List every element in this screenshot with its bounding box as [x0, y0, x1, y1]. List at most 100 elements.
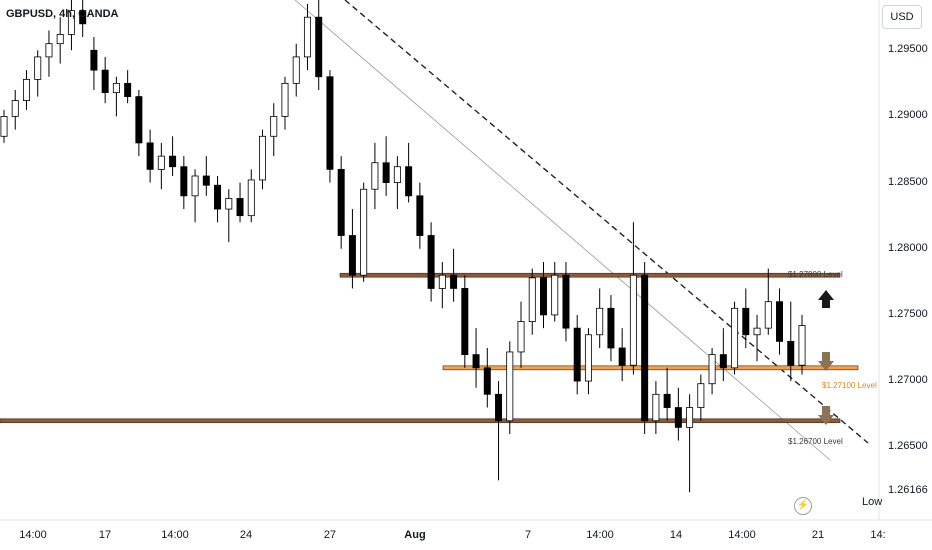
level-line — [339, 272, 841, 278]
price-tick-label: 1.26166 — [888, 484, 928, 497]
candle-body — [225, 198, 233, 210]
candle-body — [56, 34, 64, 45]
candle-body — [641, 274, 649, 422]
candle-body — [562, 274, 570, 329]
level-label-3: $1.26700 Level — [788, 437, 843, 446]
candle-body — [236, 198, 244, 217]
candle-body — [798, 325, 806, 366]
candle-body — [270, 116, 278, 137]
candle-body — [731, 307, 739, 369]
candle-body — [540, 277, 547, 316]
candle-body — [112, 82, 120, 94]
price-tick-label: 1.27000 — [888, 374, 928, 387]
candle-body — [517, 321, 525, 353]
arrows — [818, 290, 834, 425]
candle-body — [742, 307, 750, 336]
candle-body — [551, 274, 559, 316]
candles — [0, 0, 806, 493]
candle-body — [652, 393, 660, 422]
time-tick-label: Aug — [404, 529, 426, 541]
candle-body — [674, 407, 682, 428]
candle-body — [450, 274, 458, 289]
price-tick-label: 1.26500 — [888, 440, 928, 453]
candle-body — [461, 288, 469, 356]
candle-body — [214, 184, 222, 210]
candle-body — [596, 307, 604, 336]
time-tick-label: 14:00 — [728, 529, 756, 541]
candle-body — [146, 142, 154, 170]
level-label-2: $1.27100 Level — [822, 381, 877, 390]
candle-body — [719, 354, 727, 369]
candle-body — [697, 383, 705, 408]
level-label-1: $1.27800 Level — [788, 270, 843, 279]
level-line — [442, 365, 859, 371]
candle-body — [686, 407, 694, 428]
candle-body — [427, 235, 435, 289]
up-arrow-icon — [818, 290, 834, 308]
candle-body — [382, 162, 390, 183]
candle-body — [281, 82, 289, 117]
price-tick-label: 1.29500 — [888, 43, 928, 56]
candle-body — [11, 100, 19, 117]
time-tick-label: 14: — [870, 529, 886, 541]
price-tick-label: 1.27500 — [888, 307, 928, 320]
time-tick-label: 7 — [524, 529, 532, 541]
candle-body — [416, 195, 424, 236]
time-tick-label: 14 — [669, 529, 683, 541]
candle-body — [438, 274, 446, 289]
symbol-title[interactable]: GBPUSD, 4h, OANDA — [6, 8, 119, 20]
support-resistance-levels — [0, 272, 859, 424]
candle-body — [495, 393, 503, 422]
time-tick-label: 14:00 — [161, 529, 189, 541]
candle-body — [663, 393, 671, 408]
candle-body — [618, 347, 626, 366]
time-tick-label: 14:00 — [19, 529, 47, 541]
candle-body — [360, 188, 368, 276]
candle-body — [472, 354, 480, 369]
time-tick-label: 17 — [98, 529, 112, 541]
low-label: Low — [862, 496, 883, 508]
candle-body — [371, 162, 379, 190]
candle-body — [34, 56, 42, 80]
candle-body — [79, 10, 87, 25]
candle-body — [787, 340, 795, 366]
candle-body — [776, 301, 784, 342]
candle-body — [259, 135, 266, 181]
down-arrow-icon — [818, 406, 834, 425]
price-tick-label: 1.29000 — [888, 109, 928, 122]
lightning-icon[interactable]: ⚡ — [794, 497, 812, 515]
candle-body — [528, 277, 536, 322]
candle-body — [506, 351, 514, 422]
candle-body — [191, 175, 199, 197]
candle-body — [573, 327, 581, 382]
candle-body — [393, 166, 401, 183]
candle-body — [292, 56, 300, 84]
level-line — [0, 418, 841, 424]
candle-body — [180, 166, 188, 197]
candle-body — [348, 235, 356, 276]
candle-body — [135, 96, 143, 144]
candle-body — [124, 82, 132, 97]
time-tick-label: 24 — [239, 529, 253, 541]
candle-body — [607, 307, 615, 349]
price-tick-label: 1.28000 — [888, 241, 928, 254]
candle-body — [169, 155, 177, 168]
time-tick-label: 14:00 — [586, 529, 614, 541]
currency-button[interactable]: USD — [882, 5, 922, 29]
candle-body — [584, 334, 592, 382]
candle-body — [483, 367, 491, 395]
candle-body — [0, 116, 8, 137]
price-tick-label: 1.28500 — [888, 175, 928, 188]
candle-body — [708, 354, 716, 385]
thin-trendline — [294, 0, 831, 461]
candle-body — [405, 166, 413, 197]
candle-body — [247, 179, 255, 217]
time-tick-label: 21 — [811, 529, 825, 541]
candle-body — [90, 49, 98, 71]
time-tick-label: 27 — [323, 529, 337, 541]
candle-body — [101, 69, 109, 94]
candle-body — [753, 327, 761, 336]
candle-body — [337, 168, 345, 236]
candle-body — [629, 274, 637, 366]
